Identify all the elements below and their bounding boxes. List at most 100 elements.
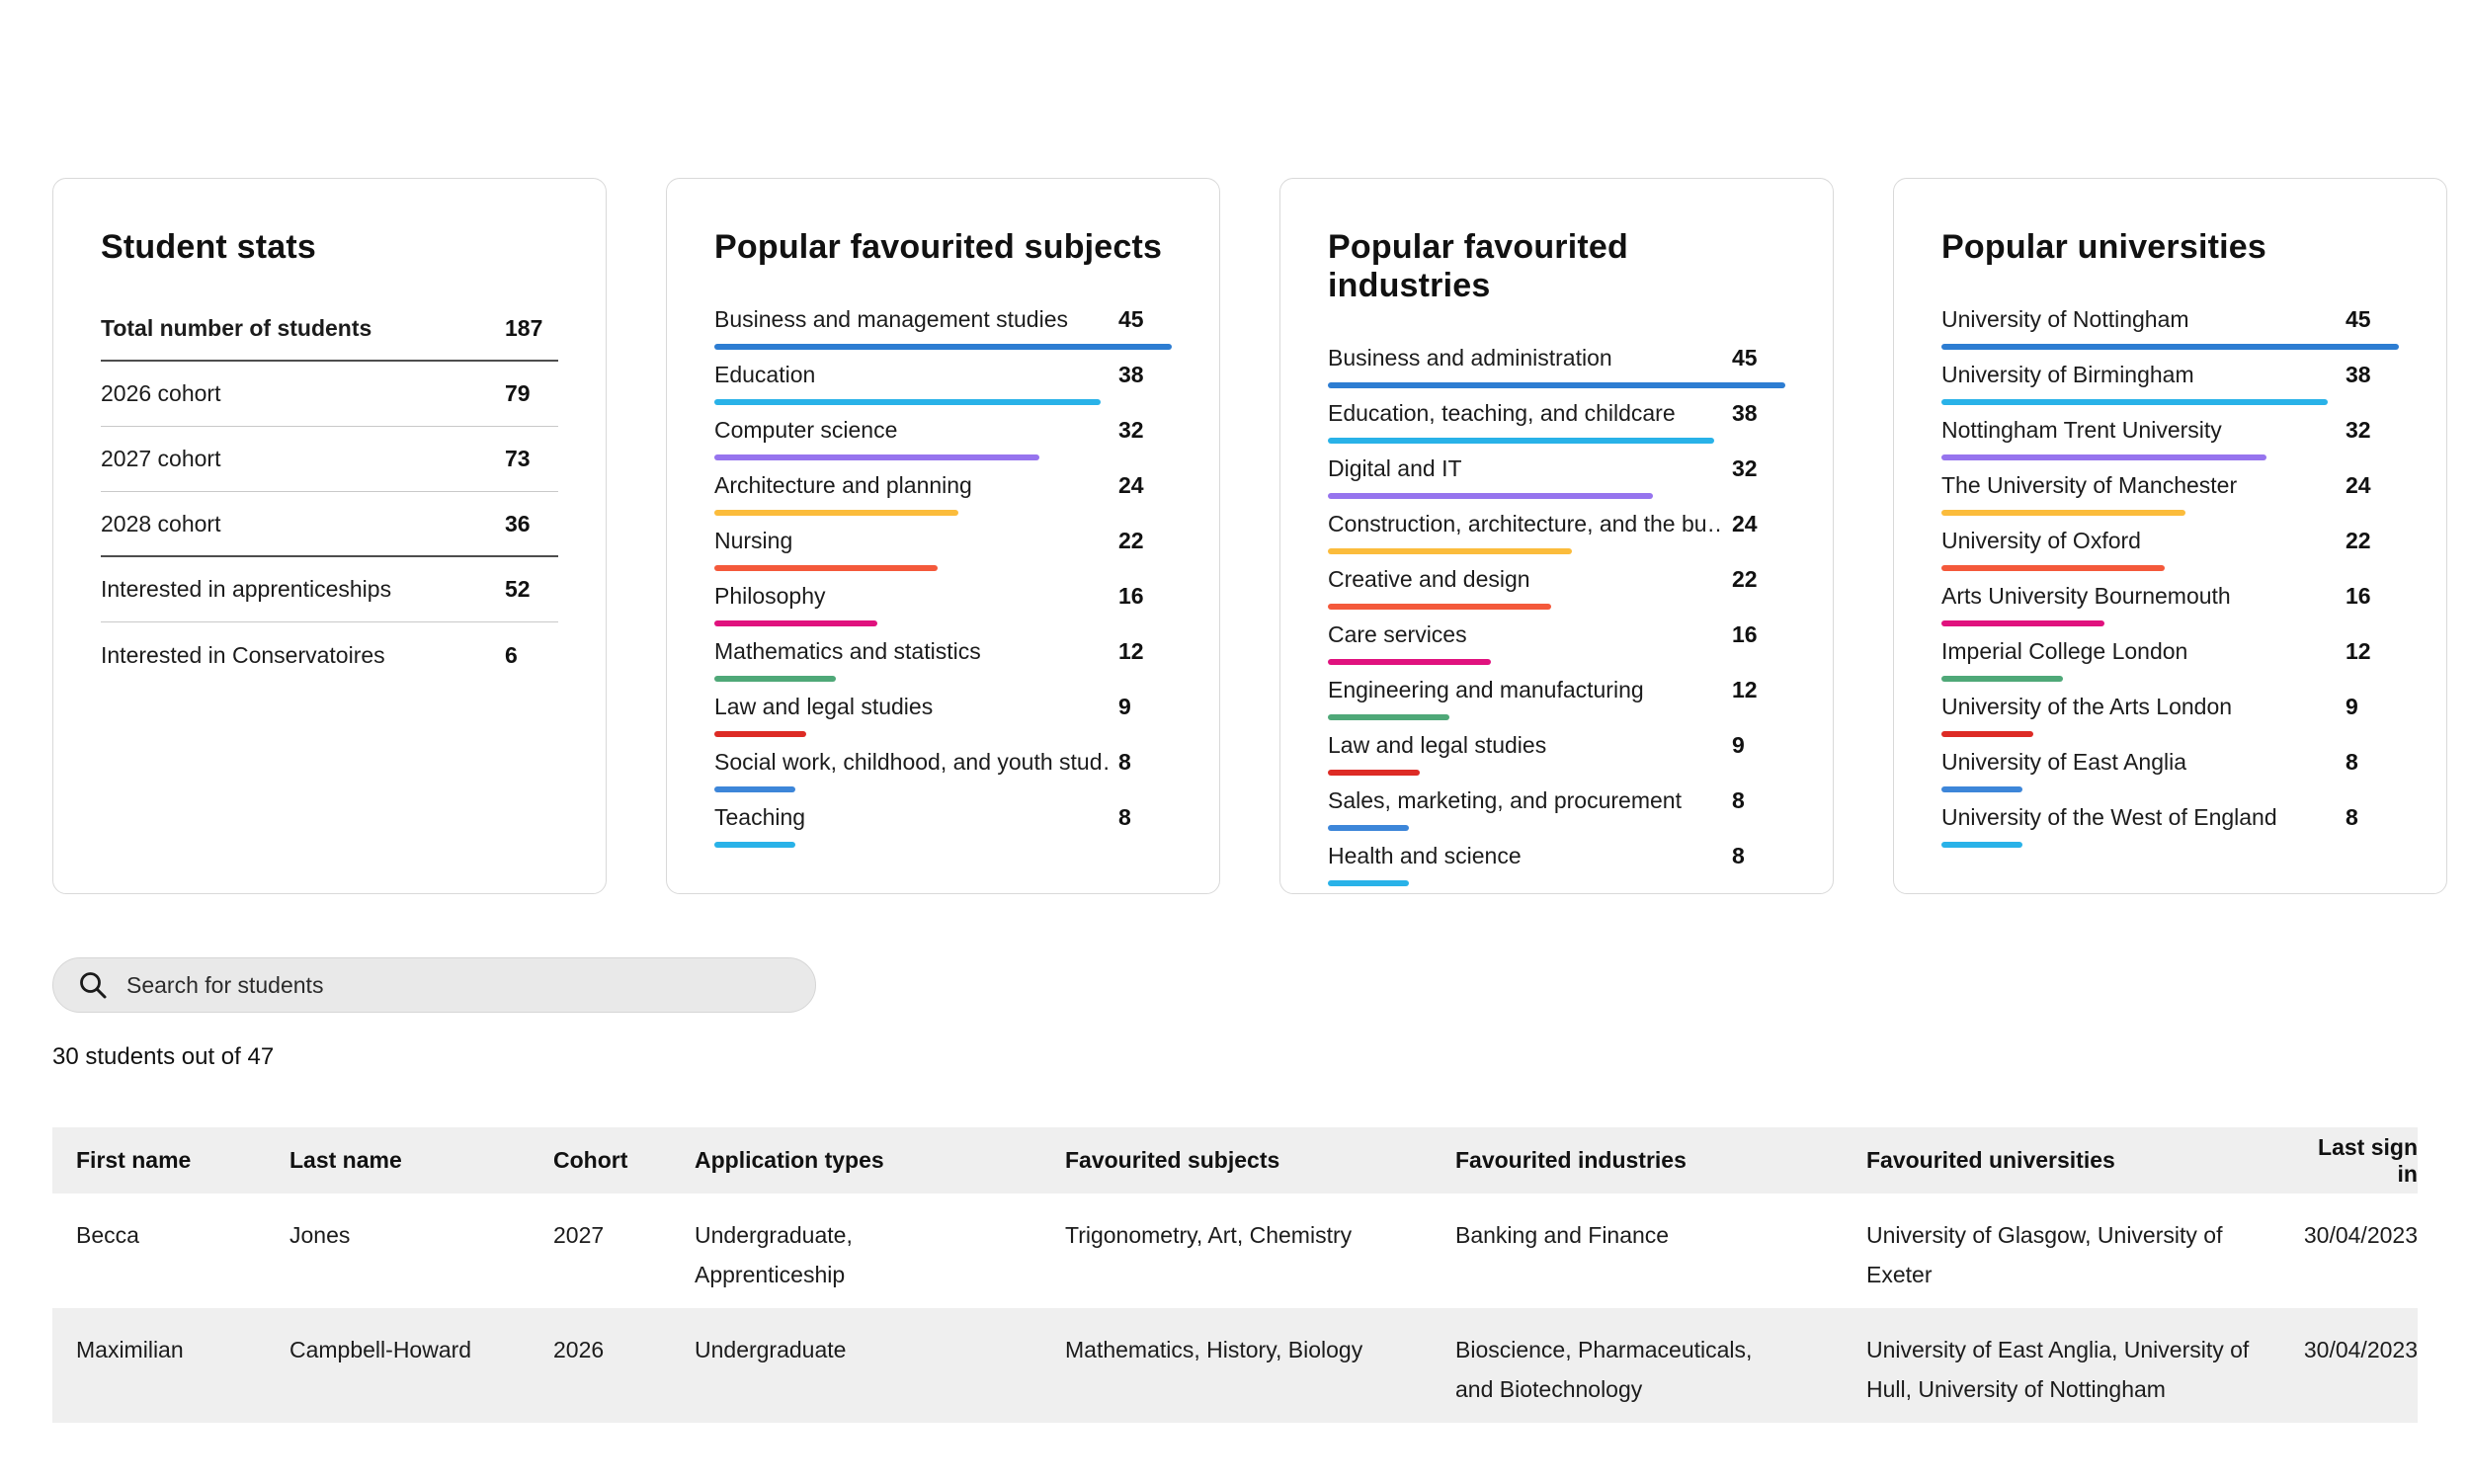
bar-value: 38 <box>1732 400 1758 426</box>
bar-label: Sales, marketing, and procurement <box>1328 787 1682 813</box>
students-table: First name Last name Cohort Application typ… <box>52 1127 2418 1423</box>
bar <box>714 620 877 626</box>
bar-item: University of the West of England 8 <box>1941 804 2399 860</box>
search-bar[interactable] <box>52 957 816 1013</box>
bar <box>1328 548 1572 554</box>
bar-value: 8 <box>1118 804 1131 830</box>
bar <box>1941 399 2328 405</box>
cell-last-name: Campbell-Howard <box>289 1337 472 1362</box>
bar-item: University of Birmingham 38 <box>1941 362 2399 417</box>
bar-label: Care services <box>1328 621 1467 647</box>
cell-last-sign-in: 30/04/2023 <box>2303 1337 2418 1362</box>
column-header-cohort: Cohort <box>553 1147 628 1173</box>
cell-favourited-industries: Banking and Finance <box>1455 1222 1670 1248</box>
bar <box>1328 714 1450 720</box>
bar-item-row: Social work, childhood, and youth stud… 8 <box>714 749 1172 776</box>
stat-row: 2028 cohort 36 <box>101 492 558 557</box>
bar-item-row: Mathematics and statistics 12 <box>714 638 1172 665</box>
bar-item-row: University of East Anglia 8 <box>1941 749 2399 776</box>
bar-label: Imperial College London <box>1941 638 2188 664</box>
bar-item: Teaching 8 <box>714 804 1172 860</box>
bar-value: 22 <box>2346 528 2371 553</box>
bar-value: 9 <box>2346 694 2358 719</box>
bar-value: 16 <box>2346 583 2371 609</box>
card-title: Popular favourited subjects <box>714 228 1163 266</box>
bar-label: Construction, architecture, and the bu… <box>1328 511 1723 536</box>
bar-item: Digital and IT 32 <box>1328 455 1785 511</box>
bar-value: 8 <box>1732 843 1745 868</box>
bar-label: Law and legal studies <box>714 694 934 719</box>
bar <box>714 510 958 516</box>
bar-item: Construction, architecture, and the bu… 2… <box>1328 511 1785 566</box>
bar-item: Mathematics and statistics 12 <box>714 638 1172 694</box>
cell-last-sign-in: 30/04/2023 <box>2303 1222 2418 1248</box>
popular-universities-card: Popular universities University of Nottin… <box>1893 178 2447 894</box>
bar <box>1941 510 2185 516</box>
cell-application-types: Undergraduate, Apprenticeship <box>695 1222 853 1287</box>
bar-label: Creative and design <box>1328 566 1530 592</box>
card-title: Popular favourited industries <box>1328 228 1628 304</box>
bar-item: Imperial College London 12 <box>1941 638 2399 694</box>
stat-label: 2026 cohort <box>101 380 221 406</box>
bar-item-row: Teaching 8 <box>714 804 1172 831</box>
bar-value: 16 <box>1118 583 1144 609</box>
cell-first-name: Maximilian <box>76 1337 184 1362</box>
bar-label: Business and management studies <box>714 306 1068 332</box>
card-title: Popular universities <box>1941 228 2266 266</box>
bar-label: Architecture and planning <box>714 472 972 498</box>
bar-item-row: Nottingham Trent University 32 <box>1941 417 2399 444</box>
bar-label: Teaching <box>714 804 806 830</box>
table-row[interactable]: Becca Jones 2027 Undergraduate, Apprentices… <box>52 1194 2418 1308</box>
stat-label: Interested in apprenticeships <box>101 576 392 602</box>
stat-value: 36 <box>505 510 531 536</box>
column-header-first-name: First name <box>76 1147 192 1173</box>
bar-item-row: Digital and IT 32 <box>1328 455 1785 482</box>
bar-label: Mathematics and statistics <box>714 638 981 664</box>
bar-item: Creative and design 22 <box>1328 566 1785 621</box>
bar <box>1941 676 2064 682</box>
bar <box>714 399 1101 405</box>
bar-value: 16 <box>1732 621 1758 647</box>
bar-item-row: The University of Manchester 24 <box>1941 472 2399 499</box>
bar-item-row: Business and administration 45 <box>1328 345 1785 371</box>
bar-label: Education <box>714 362 816 387</box>
bar-item-row: Education 38 <box>714 362 1172 388</box>
bar-value: 38 <box>1118 362 1144 387</box>
bar-value: 24 <box>1732 511 1758 536</box>
stat-label: 2028 cohort <box>101 510 221 536</box>
bar-value: 22 <box>1732 566 1758 592</box>
bar-item-row: Engineering and manufacturing 12 <box>1328 677 1785 703</box>
bar-item: The University of Manchester 24 <box>1941 472 2399 528</box>
search-input[interactable] <box>126 971 791 999</box>
bar <box>1328 382 1785 388</box>
cell-favourited-universities: University of East Anglia, University of… <box>1866 1337 2250 1402</box>
bar-item-row: Sales, marketing, and procurement 8 <box>1328 787 1785 814</box>
stat-row: 2027 cohort 73 <box>101 427 558 492</box>
bar-label: University of East Anglia <box>1941 749 2187 775</box>
stat-value: 73 <box>505 446 531 471</box>
bar-value: 8 <box>2346 749 2358 775</box>
cell-cohort: 2026 <box>553 1337 605 1362</box>
cell-first-name: Becca <box>76 1222 139 1248</box>
cell-favourited-universities: University of Glasgow, University of Exe… <box>1866 1222 2223 1287</box>
bar-item-row: Creative and design 22 <box>1328 566 1785 593</box>
bar-item: Architecture and planning 24 <box>714 472 1172 528</box>
bar-label: The University of Manchester <box>1941 472 2238 498</box>
bar <box>714 344 1172 350</box>
bar <box>1328 825 1410 831</box>
bar <box>714 565 939 571</box>
bar-value: 8 <box>1118 749 1131 775</box>
column-header-favourited-industries: Favourited industries <box>1455 1147 1687 1173</box>
popular-favourited-industries-card: Popular favourited industries Business an… <box>1279 178 1834 894</box>
bar-value: 45 <box>2346 306 2371 332</box>
bars-list: Business and administration 45 Education, … <box>1328 335 1785 898</box>
bar-label: University of Birmingham <box>1941 362 2194 387</box>
table-row[interactable]: Maximilian Campbell-Howard 2026 Undergradua… <box>52 1308 2418 1423</box>
bar-item: Nottingham Trent University 32 <box>1941 417 2399 472</box>
bar-item: Education, teaching, and childcare 38 <box>1328 400 1785 455</box>
bar-item: University of Nottingham 45 <box>1941 306 2399 362</box>
bar <box>1328 604 1552 610</box>
bar-item: Business and administration 45 <box>1328 345 1785 400</box>
bar-item-row: Nursing 22 <box>714 528 1172 554</box>
bar <box>1328 493 1654 499</box>
